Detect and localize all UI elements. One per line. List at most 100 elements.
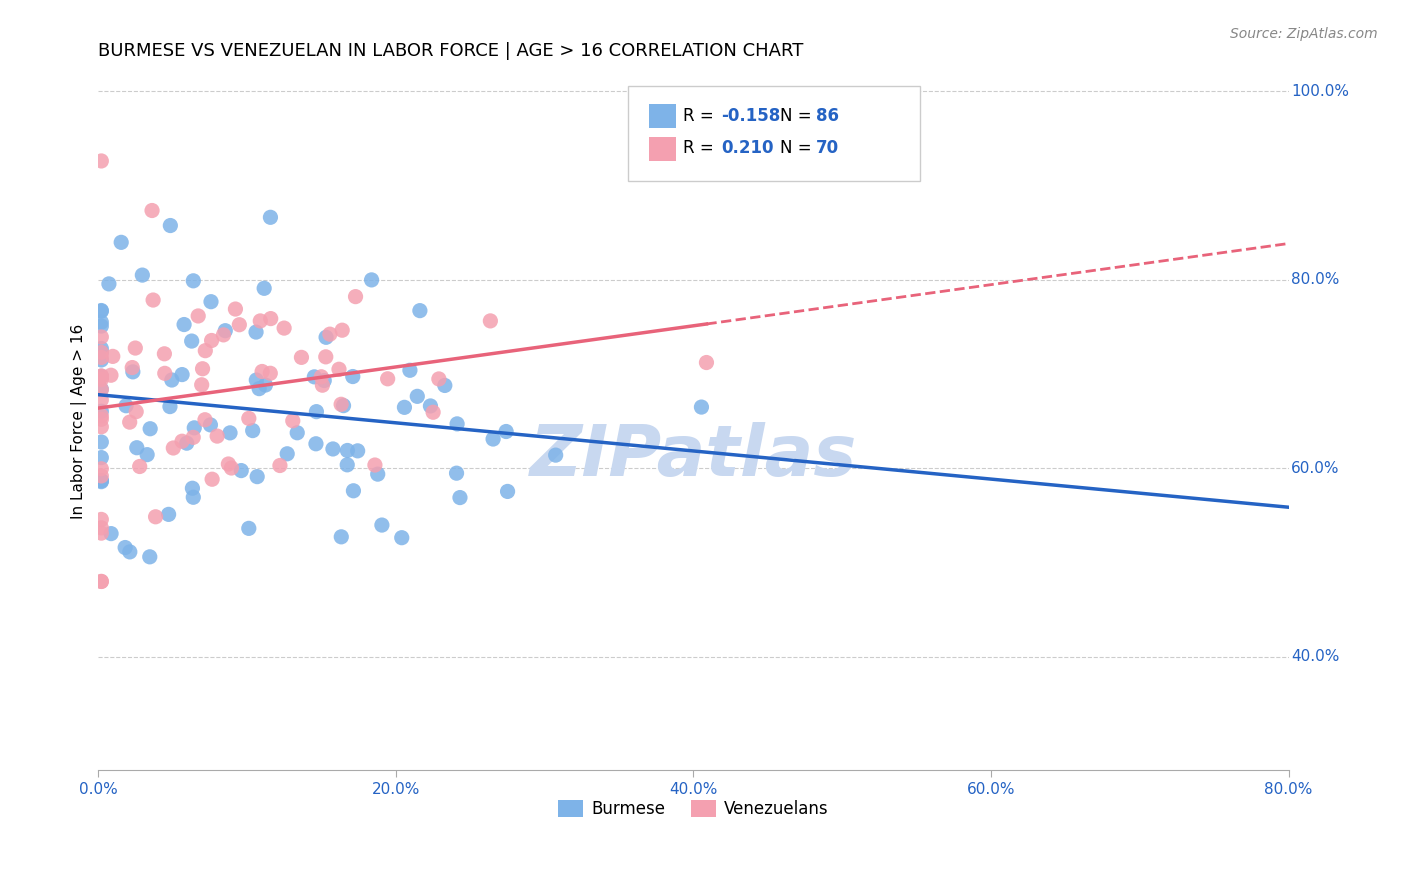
Burmese	[173, 318, 195, 332]
Burmese	[97, 277, 120, 291]
Burmese	[181, 274, 204, 288]
Venezuelans	[344, 290, 367, 304]
Burmese	[242, 424, 264, 438]
Burmese	[100, 526, 122, 541]
Text: ZIPatlas: ZIPatlas	[530, 422, 858, 491]
Venezuelans	[153, 347, 176, 361]
Burmese	[90, 353, 112, 368]
Burmese	[449, 491, 471, 505]
Venezuelans	[90, 372, 112, 386]
Burmese	[90, 404, 112, 418]
Venezuelans	[194, 343, 217, 358]
Venezuelans	[121, 360, 143, 375]
Text: 70: 70	[815, 139, 839, 158]
Venezuelans	[228, 318, 250, 332]
Text: N =: N =	[780, 139, 817, 158]
Burmese	[159, 400, 181, 414]
Venezuelans	[118, 415, 141, 429]
Venezuelans	[90, 368, 112, 383]
Venezuelans	[194, 413, 217, 427]
Venezuelans	[238, 411, 260, 425]
Venezuelans	[201, 334, 224, 348]
Venezuelans	[90, 574, 112, 589]
Venezuelans	[141, 203, 163, 218]
Burmese	[160, 373, 183, 387]
Venezuelans	[377, 372, 399, 386]
Burmese	[254, 378, 277, 392]
Text: Source: ZipAtlas.com: Source: ZipAtlas.com	[1230, 27, 1378, 41]
Venezuelans	[187, 309, 209, 323]
Venezuelans	[101, 350, 124, 364]
Venezuelans	[250, 364, 273, 378]
Burmese	[131, 268, 153, 282]
Text: BURMESE VS VENEZUELAN IN LABOR FORCE | AGE > 16 CORRELATION CHART: BURMESE VS VENEZUELAN IN LABOR FORCE | A…	[98, 42, 804, 60]
Burmese	[245, 325, 267, 339]
Text: -0.158: -0.158	[721, 107, 780, 125]
Burmese	[305, 437, 328, 451]
Burmese	[90, 474, 112, 488]
Burmese	[200, 294, 222, 309]
Burmese	[90, 319, 112, 334]
Text: N =: N =	[780, 107, 817, 125]
Text: R =: R =	[683, 139, 724, 158]
Burmese	[433, 378, 456, 392]
Text: 80.0%: 80.0%	[1291, 272, 1340, 287]
Text: R =: R =	[683, 107, 718, 125]
Venezuelans	[695, 355, 717, 369]
Burmese	[245, 373, 267, 387]
Burmese	[315, 330, 337, 344]
Burmese	[90, 303, 112, 318]
Burmese	[342, 369, 364, 384]
Venezuelans	[427, 372, 450, 386]
Text: 86: 86	[815, 107, 839, 125]
Burmese	[172, 368, 194, 382]
Burmese	[110, 235, 132, 250]
Venezuelans	[90, 345, 112, 359]
Venezuelans	[90, 412, 112, 426]
Burmese	[181, 481, 204, 495]
Burmese	[247, 382, 270, 396]
Burmese	[496, 484, 519, 499]
Venezuelans	[311, 369, 333, 384]
Venezuelans	[90, 392, 112, 407]
Venezuelans	[90, 462, 112, 476]
Venezuelans	[90, 351, 112, 365]
Burmese	[544, 448, 567, 462]
Venezuelans	[315, 350, 337, 364]
Venezuelans	[90, 369, 112, 384]
Burmese	[446, 466, 468, 480]
Venezuelans	[273, 321, 295, 335]
Venezuelans	[90, 409, 112, 423]
Y-axis label: In Labor Force | Age > 16: In Labor Force | Age > 16	[72, 324, 87, 519]
Burmese	[90, 304, 112, 318]
Text: 60.0%: 60.0%	[1291, 461, 1340, 475]
Burmese	[391, 531, 413, 545]
Venezuelans	[330, 397, 353, 411]
Burmese	[336, 443, 359, 458]
Burmese	[367, 467, 389, 482]
Venezuelans	[311, 378, 333, 392]
Burmese	[90, 369, 112, 384]
Venezuelans	[100, 368, 122, 383]
Venezuelans	[260, 311, 283, 326]
Burmese	[157, 508, 180, 522]
Text: 40.0%: 40.0%	[1291, 649, 1340, 665]
Burmese	[276, 447, 298, 461]
Venezuelans	[90, 574, 112, 589]
Burmese	[180, 334, 202, 348]
Burmese	[419, 399, 441, 413]
Venezuelans	[422, 405, 444, 419]
Burmese	[90, 382, 112, 396]
Burmese	[253, 281, 276, 295]
Burmese	[118, 545, 141, 559]
Venezuelans	[90, 526, 112, 541]
Venezuelans	[330, 323, 353, 337]
Burmese	[336, 458, 359, 472]
Burmese	[346, 443, 368, 458]
Burmese	[183, 421, 205, 435]
Venezuelans	[90, 419, 112, 434]
Venezuelans	[90, 469, 112, 483]
Burmese	[330, 530, 353, 544]
Venezuelans	[90, 330, 112, 344]
Venezuelans	[181, 430, 204, 444]
